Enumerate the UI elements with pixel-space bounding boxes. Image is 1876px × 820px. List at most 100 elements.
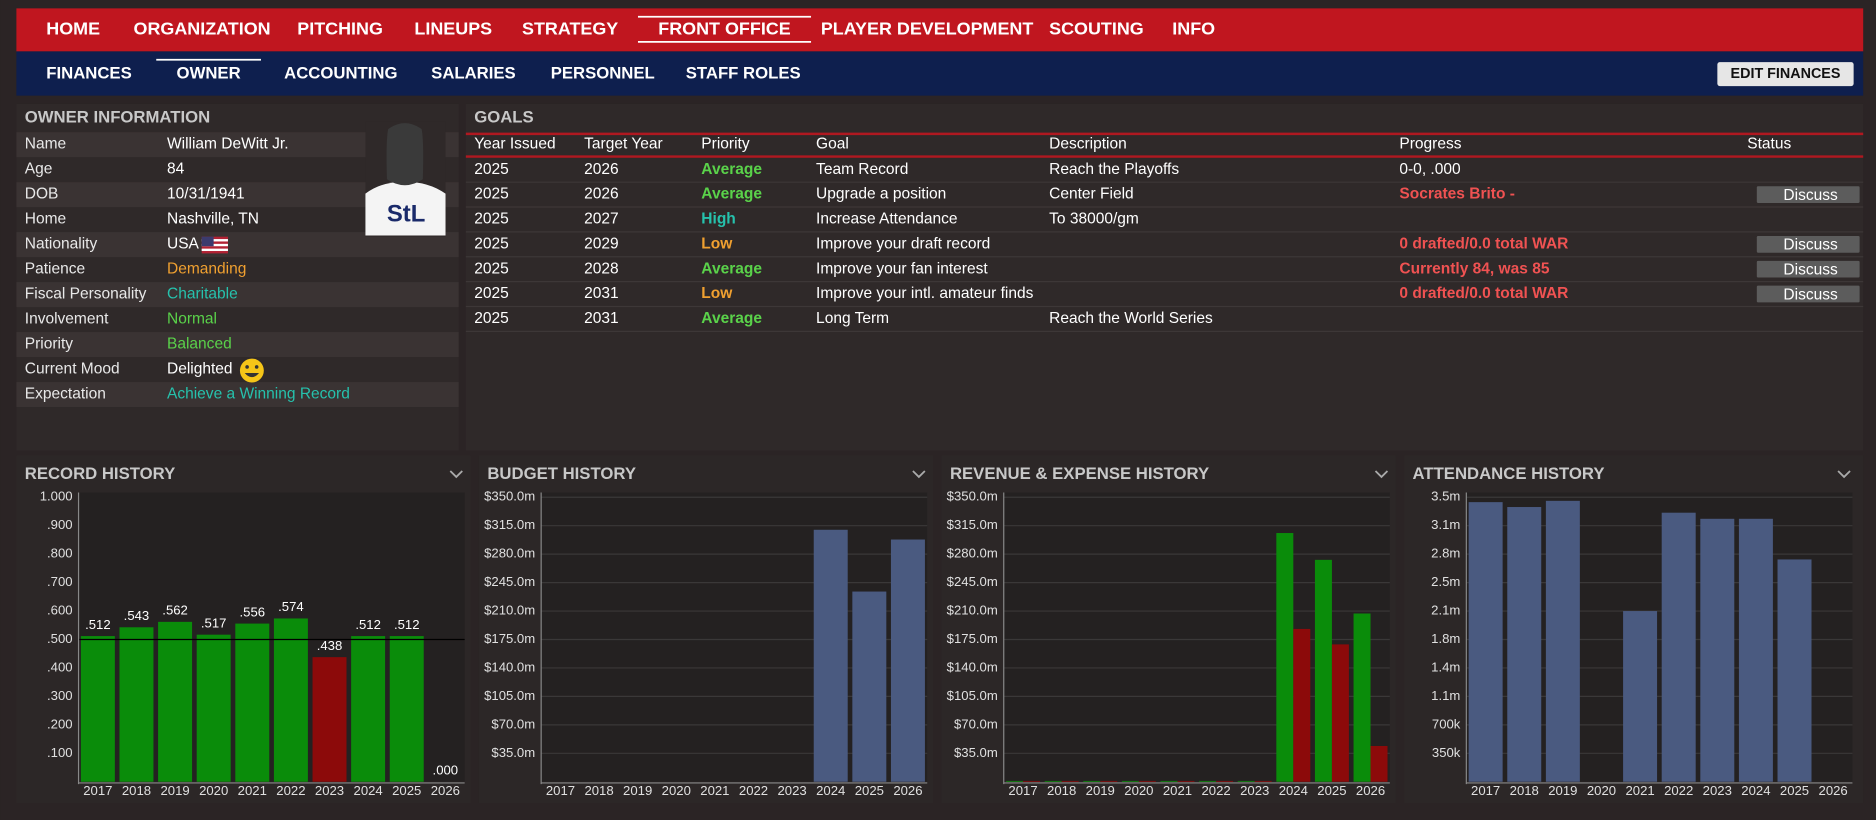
bar bbox=[1331, 644, 1349, 782]
bar bbox=[1160, 780, 1178, 782]
bar bbox=[1121, 780, 1139, 782]
y-tick-label: $35.0m bbox=[954, 745, 998, 760]
discuss-button[interactable] bbox=[1756, 186, 1860, 203]
discuss-button[interactable] bbox=[1756, 260, 1860, 278]
subnav-item[interactable]: STAFF ROLES bbox=[686, 64, 801, 83]
x-tick-label: 2021 bbox=[238, 783, 267, 798]
mood-icon bbox=[239, 358, 264, 383]
bar bbox=[1661, 512, 1696, 782]
goal-cell: Reach the Playoffs bbox=[1049, 161, 1179, 178]
bar bbox=[235, 623, 270, 782]
emoji-eye bbox=[245, 365, 249, 369]
goals-panel bbox=[465, 103, 1864, 451]
subnav-item[interactable]: FINANCES bbox=[46, 64, 131, 83]
nav-item[interactable]: PLAYER DEVELOPMENT bbox=[821, 19, 1033, 39]
nav-item[interactable]: FRONT OFFICE bbox=[658, 19, 790, 39]
x-tick-label: 2017 bbox=[546, 783, 575, 798]
y-tick-label: $350.0m bbox=[484, 489, 535, 504]
goal-cell: Average bbox=[701, 186, 762, 203]
discuss-button[interactable] bbox=[1756, 235, 1860, 253]
owner-label: Patience bbox=[25, 261, 85, 278]
y-tick-label: 2.5m bbox=[1431, 574, 1460, 589]
goal-cell: Average bbox=[701, 310, 762, 327]
x-tick-label: 2022 bbox=[276, 783, 305, 798]
x-tick-label: 2017 bbox=[1008, 783, 1037, 798]
owner-label: Name bbox=[25, 136, 66, 153]
x-tick-label: 2025 bbox=[855, 783, 884, 798]
discuss-label[interactable]: Discuss bbox=[1783, 286, 1838, 303]
owner-value: Achieve a Winning Record bbox=[167, 386, 350, 403]
y-tick-label: 2.1m bbox=[1431, 603, 1460, 618]
owner-label: Involvement bbox=[25, 311, 109, 328]
goal-cell: 0 drafted/0.0 total WAR bbox=[1399, 235, 1568, 252]
owner-title: OWNER INFORMATION bbox=[25, 108, 210, 127]
x-tick-label: 2024 bbox=[354, 783, 383, 798]
bar bbox=[1100, 780, 1118, 782]
edit-button[interactable] bbox=[1717, 62, 1854, 87]
owner-value: Charitable bbox=[167, 286, 238, 303]
chevron[interactable] bbox=[1837, 470, 1851, 479]
subnav-item[interactable]: ACCOUNTING bbox=[284, 64, 397, 83]
bar bbox=[1254, 780, 1272, 782]
y-tick-label: $315.0m bbox=[947, 517, 998, 532]
discuss-label[interactable]: Discuss bbox=[1783, 237, 1838, 254]
bar bbox=[852, 591, 887, 782]
y-tick-label: $140.0m bbox=[484, 659, 535, 674]
goal-cell: 2026 bbox=[584, 186, 619, 203]
goal-cell: To 38000/gm bbox=[1049, 211, 1139, 228]
x-tick-label: 2023 bbox=[1703, 783, 1732, 798]
bar bbox=[1006, 780, 1024, 782]
chevron[interactable] bbox=[1374, 470, 1389, 479]
goal-cell: Center Field bbox=[1049, 186, 1134, 203]
x-tick-label: 2023 bbox=[315, 783, 344, 798]
x-tick-label: 2019 bbox=[1548, 783, 1577, 798]
value-label: .438 bbox=[317, 638, 343, 653]
goal-cell: 2025 bbox=[474, 186, 509, 203]
bar bbox=[1468, 502, 1503, 782]
x-tick-label: 2018 bbox=[1510, 783, 1539, 798]
bar bbox=[273, 618, 308, 782]
goal-cell: 2025 bbox=[474, 310, 509, 327]
x-tick-label: 2020 bbox=[662, 783, 691, 798]
discuss-label[interactable]: Discuss bbox=[1783, 187, 1838, 204]
goals-header: Year Issued bbox=[474, 136, 555, 153]
nav-item[interactable]: ORGANIZATION bbox=[134, 19, 271, 39]
value-label: .556 bbox=[240, 604, 266, 619]
goals-title: GOALS bbox=[474, 108, 533, 127]
subnav-item[interactable]: OWNER bbox=[177, 64, 241, 83]
nav-item[interactable]: LINEUPS bbox=[414, 19, 492, 39]
photo-shirt bbox=[365, 181, 446, 236]
goal-cell: 2029 bbox=[584, 235, 619, 252]
discuss-button[interactable] bbox=[1756, 285, 1860, 303]
value-label: .512 bbox=[394, 617, 420, 632]
nav-item[interactable]: INFO bbox=[1172, 19, 1215, 39]
value-label: .512 bbox=[85, 617, 111, 632]
nav-item[interactable]: PITCHING bbox=[297, 19, 383, 39]
chevron[interactable] bbox=[449, 470, 463, 479]
x-tick-label: 2021 bbox=[700, 783, 729, 798]
owner-label: Priority bbox=[25, 336, 74, 353]
bar bbox=[389, 636, 424, 782]
goals-header: Target Year bbox=[584, 136, 663, 153]
flag-stripe bbox=[201, 239, 228, 242]
row-bg bbox=[16, 332, 459, 358]
nav-item[interactable]: STRATEGY bbox=[522, 19, 618, 39]
edit-button-label[interactable]: EDIT FINANCES bbox=[1731, 66, 1841, 82]
goal-cell: Currently 84, was 85 bbox=[1399, 260, 1549, 277]
nav-bar bbox=[16, 8, 1864, 52]
owner-value: Normal bbox=[167, 311, 217, 328]
y-tick-label: $175.0m bbox=[484, 631, 535, 646]
subnav-item[interactable]: PERSONNEL bbox=[551, 64, 655, 83]
chart-title: BUDGET HISTORY bbox=[487, 464, 636, 483]
nav-item[interactable]: HOME bbox=[46, 19, 100, 39]
y-tick-label: $210.0m bbox=[484, 603, 535, 618]
chevron[interactable] bbox=[912, 470, 926, 479]
bar bbox=[813, 529, 848, 782]
x-tick-label: 2022 bbox=[1664, 783, 1693, 798]
value-label: .574 bbox=[278, 599, 304, 614]
nav-item[interactable]: SCOUTING bbox=[1049, 19, 1144, 39]
goal-cell: Team Record bbox=[816, 161, 908, 178]
discuss-label[interactable]: Discuss bbox=[1783, 261, 1838, 278]
owner-label: Age bbox=[25, 161, 53, 178]
subnav-item[interactable]: SALARIES bbox=[431, 64, 516, 83]
